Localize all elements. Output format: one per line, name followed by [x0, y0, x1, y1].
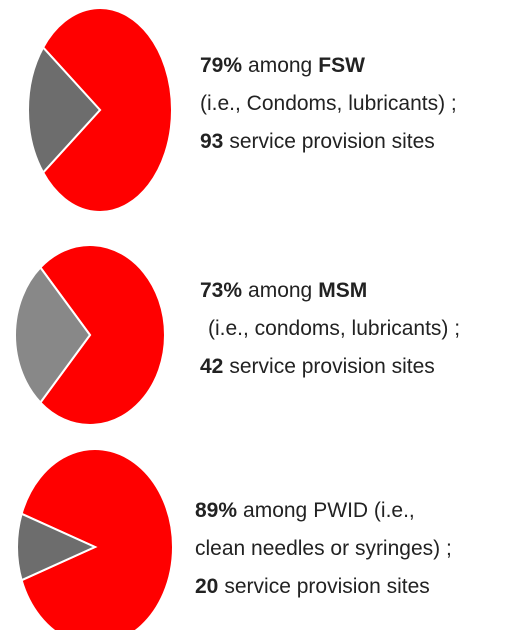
- pie-slice: [20, 448, 174, 630]
- connector: among: [248, 279, 312, 302]
- value-label: 89%: [195, 499, 237, 522]
- caption-line: 79% among FSW: [200, 54, 365, 77]
- sites: 93: [200, 130, 223, 153]
- connector: among: [243, 499, 307, 522]
- sites-text: service provision sites: [224, 575, 429, 598]
- caption-line: 20 service provision sites: [195, 575, 430, 598]
- pie-slice: [41, 7, 173, 213]
- group: MSM: [318, 279, 367, 302]
- detail: clean needles or syringes) ;: [195, 537, 452, 560]
- value-label: 73%: [200, 279, 242, 302]
- sites: 20: [195, 575, 218, 598]
- sites-text: service provision sites: [229, 355, 434, 378]
- detail: (i.e., condoms, lubricants) ;: [208, 317, 460, 340]
- caption-line: 42 service provision sites: [200, 355, 435, 378]
- group: PWID (i.e.,: [313, 499, 415, 522]
- pie-slice: [27, 45, 102, 175]
- pie-slice: [14, 265, 92, 405]
- sites-text: service provision sites: [229, 130, 434, 153]
- caption-line: 89% among PWID (i.e.,: [195, 499, 415, 522]
- caption-line: 93 service provision sites: [200, 130, 435, 153]
- pie-slice: [39, 244, 166, 426]
- group: FSW: [318, 54, 365, 77]
- pie-slice: [16, 512, 98, 582]
- value-label: 79%: [200, 54, 242, 77]
- caption-line: 73% among MSM: [200, 279, 367, 302]
- sites: 42: [200, 355, 223, 378]
- connector: among: [248, 54, 312, 77]
- detail: (i.e., Condoms, lubricants) ;: [200, 92, 457, 115]
